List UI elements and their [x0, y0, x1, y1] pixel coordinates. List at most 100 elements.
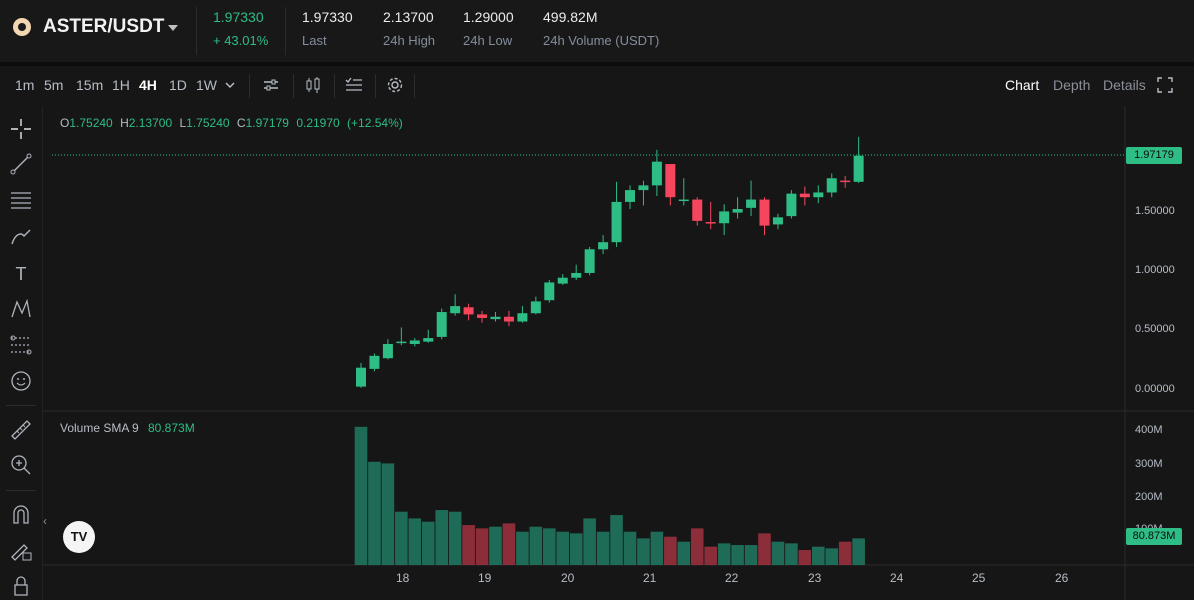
candle-body	[719, 211, 730, 224]
fib-icon[interactable]	[9, 333, 33, 357]
tab-details[interactable]: Details	[1103, 77, 1146, 93]
collapse-toolbar-icon[interactable]: ‹	[43, 514, 47, 528]
magnet-icon[interactable]	[9, 503, 33, 527]
candle-body	[853, 155, 864, 182]
y-tick-label: 0.00000	[1135, 383, 1175, 395]
tf-1d[interactable]: 1D	[169, 77, 187, 93]
tf-1m[interactable]: 1m	[15, 77, 35, 93]
candle-body	[598, 242, 609, 250]
volume-bar	[583, 518, 596, 565]
x-tick-label: 22	[725, 571, 739, 585]
last-price-tag: 1.97179	[1126, 147, 1182, 164]
candle-body	[611, 201, 622, 243]
ohlc-legend: O1.75240 H2.13700 L1.75240 C1.97179 0.21…	[60, 116, 403, 130]
volume-bar	[395, 511, 408, 565]
volume-bar	[637, 538, 650, 565]
divider	[6, 490, 36, 491]
tradingview-logo[interactable]: TV	[63, 521, 95, 553]
vol-tick-label: 400M	[1135, 424, 1163, 436]
trend-line-icon[interactable]	[9, 152, 33, 176]
tf-5m[interactable]: 5m	[44, 77, 64, 93]
candle-body	[705, 222, 716, 224]
volume-bar	[421, 521, 435, 565]
candle-body	[813, 192, 824, 198]
tf-15m[interactable]: 15m	[76, 77, 104, 93]
volume-bar	[529, 526, 543, 565]
gear-icon[interactable]	[386, 76, 404, 94]
ohlc-high-key: H	[120, 116, 129, 130]
vol-tick-label: 200M	[1135, 491, 1163, 503]
horizontal-lines-icon[interactable]	[9, 188, 33, 212]
ohlc-low-key: L	[179, 116, 187, 130]
tf-1h[interactable]: 1H	[112, 77, 130, 93]
vol-tick-label: 300M	[1135, 458, 1163, 470]
volume-bar	[354, 426, 368, 565]
divider	[196, 7, 197, 55]
volume-bar	[543, 528, 556, 565]
ohlc-close-key: C	[236, 116, 246, 130]
emoji-icon[interactable]	[9, 369, 33, 393]
tf-1w[interactable]: 1W	[196, 77, 217, 93]
candle-type-icon[interactable]	[305, 76, 321, 94]
lock-icon[interactable]	[9, 574, 33, 598]
candle-body	[732, 209, 743, 213]
candle-body	[503, 316, 514, 322]
candle-body	[396, 341, 407, 344]
stat-volume-label: 24h Volume (USDT)	[543, 33, 660, 48]
candle-body	[423, 338, 434, 342]
lock-drawing-icon[interactable]	[9, 538, 33, 562]
ohlc-high: 2.13700	[128, 116, 173, 130]
volume-bar	[812, 546, 825, 565]
candle-body	[638, 185, 649, 191]
candle-body	[463, 307, 474, 315]
crosshair-icon[interactable]	[9, 117, 33, 141]
ohlc-change: 0.21970	[296, 116, 340, 130]
candle-body	[786, 193, 797, 217]
ruler-icon[interactable]	[9, 418, 33, 442]
chevron-down-icon[interactable]	[168, 25, 178, 31]
x-tick-label: 24	[890, 571, 904, 585]
pattern-icon[interactable]	[9, 297, 33, 321]
tab-depth[interactable]: Depth	[1053, 77, 1091, 93]
zoom-in-icon[interactable]	[9, 453, 33, 477]
stat-last-value: 1.97330	[302, 9, 353, 25]
volume-sma-value: 80.873M	[148, 421, 195, 435]
tab-chart[interactable]: Chart	[1005, 77, 1040, 93]
divider	[293, 74, 294, 98]
volume-bar	[556, 531, 570, 565]
divider	[375, 74, 376, 98]
ohlc-change-pct: (+12.54%)	[347, 116, 403, 130]
candle-body	[557, 277, 568, 284]
divider	[249, 74, 250, 98]
candle-body	[772, 217, 783, 225]
candle-body	[651, 161, 662, 186]
stat-high-value: 2.13700	[383, 9, 434, 25]
chevron-down-icon[interactable]	[224, 80, 236, 90]
volume-bar	[744, 545, 758, 565]
candle-body	[840, 180, 851, 183]
volume-bar	[677, 541, 691, 565]
candle-body	[450, 306, 461, 314]
ohlc-low: 1.75240	[186, 116, 230, 130]
pair-selector[interactable]: ASTER/USDT	[43, 16, 165, 37]
stat-volume-value: 499.82M	[543, 9, 598, 25]
ohlc-open-key: O	[60, 116, 70, 130]
candle-body	[584, 249, 595, 273]
indicators-icon[interactable]	[345, 77, 363, 93]
volume-bar	[717, 543, 731, 565]
indicator-settings-icon[interactable]	[262, 77, 280, 93]
candle-body	[530, 301, 541, 314]
y-tick-label: 1.50000	[1135, 205, 1175, 217]
tf-4h[interactable]: 4H	[139, 77, 157, 93]
volume-bar	[610, 515, 623, 565]
text-tool-icon[interactable]: T	[15, 264, 27, 284]
volume-bar	[502, 523, 516, 565]
volume-bar	[489, 526, 502, 565]
brush-icon[interactable]	[9, 224, 33, 248]
candle-body	[382, 344, 393, 359]
divider	[0, 62, 1194, 66]
x-tick-label: 18	[396, 571, 410, 585]
candle-body	[517, 313, 528, 322]
fullscreen-icon[interactable]	[1157, 77, 1173, 93]
